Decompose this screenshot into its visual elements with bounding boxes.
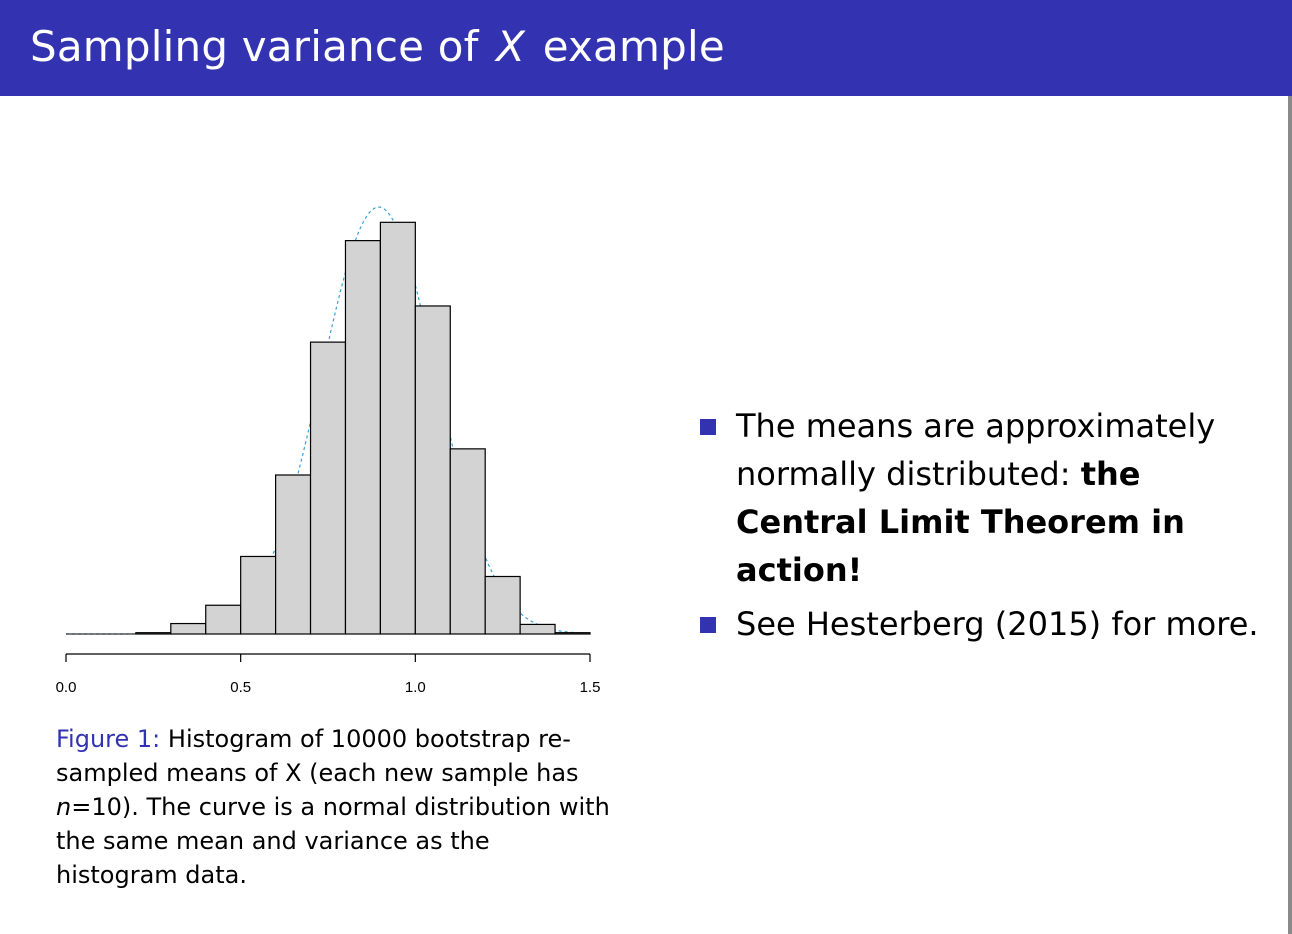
- histogram-bar-9: [449, 448, 486, 635]
- histogram-bar-10: [484, 575, 521, 635]
- title-variable: X: [496, 22, 526, 71]
- bullet-bold-text: the Central Limit Theorem in action!: [736, 455, 1185, 589]
- figure-caption: Figure 1: Histogram of 10000 bootstrap r…: [56, 722, 616, 892]
- caption-text-2: =10). The curve is a normal distribution…: [56, 793, 610, 889]
- histogram-bar-6: [344, 240, 382, 635]
- title-text-pre: Sampling variance of: [30, 22, 479, 71]
- histogram-bar-2: [205, 604, 242, 635]
- caption-n-variable: n: [56, 793, 72, 821]
- x-tick-label-3: 1.5: [580, 679, 601, 696]
- square-bullet-icon: [700, 419, 716, 435]
- histogram-bar-1: [170, 622, 207, 635]
- slide-title: Sampling variance of X example: [30, 22, 725, 71]
- histogram-chart: 0.0 0.5 1.0 1.5: [56, 206, 601, 696]
- bars-layer: [66, 221, 591, 635]
- bullet-item-reference: See Hesterberg (2015) for more.: [700, 600, 1280, 648]
- histogram-bar-12: [554, 632, 591, 635]
- x-axis: 0.0 0.5 1.0 1.5: [56, 653, 601, 696]
- bullet-text: See Hesterberg (2015) for more.: [736, 605, 1259, 643]
- histogram-bar-11: [519, 623, 556, 635]
- title-bar: Sampling variance of X example: [0, 0, 1292, 96]
- bullet-list: The means are approximately normally dis…: [700, 402, 1280, 654]
- histogram-bar-0: [135, 632, 172, 635]
- bullet-item-clt: The means are approximately normally dis…: [700, 402, 1280, 594]
- x-tick-label-2: 1.0: [405, 679, 426, 696]
- slide-right-edge: [1288, 96, 1292, 934]
- histogram-bar-8: [414, 305, 451, 635]
- title-text-post: example: [542, 22, 725, 71]
- histogram-bar-3: [240, 555, 277, 635]
- histogram-bar-5: [309, 341, 347, 635]
- x-tick-label-1: 0.5: [230, 679, 251, 696]
- square-bullet-icon: [700, 617, 716, 633]
- x-tick-label-0: 0.0: [56, 679, 77, 696]
- histogram-bar-4: [275, 474, 312, 635]
- histogram-bar-7: [379, 221, 416, 635]
- figure-label: Figure 1:: [56, 725, 161, 753]
- bullet-text: The means are approximately normally dis…: [736, 407, 1216, 493]
- caption-text-1: Histogram of 10000 bootstrap re-sampled …: [56, 725, 579, 787]
